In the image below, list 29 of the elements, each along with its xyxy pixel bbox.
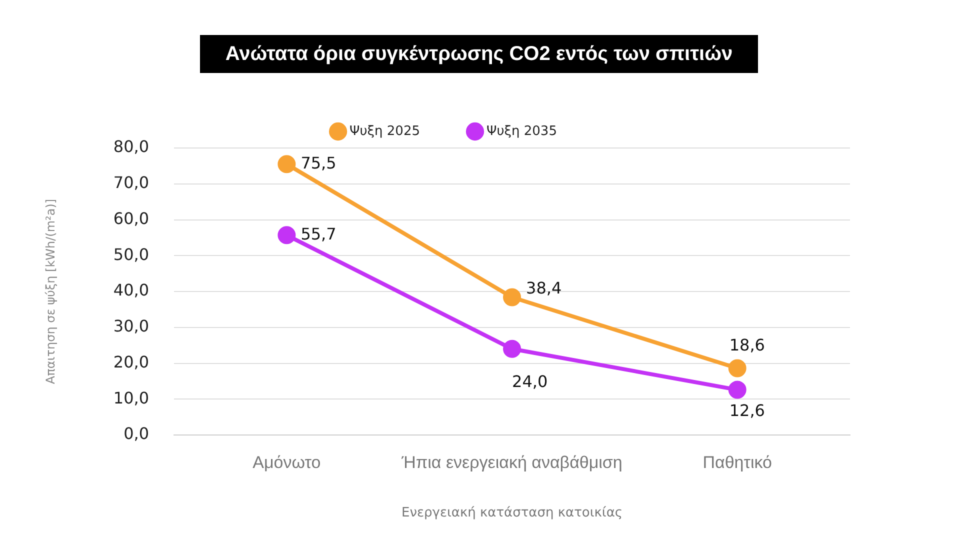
- data-label: 38,4: [526, 278, 562, 298]
- point: [728, 359, 746, 378]
- chart-title: Ανώτατα όρια συγκέντρωσης CO2 εντός των σπιτιών: [200, 35, 758, 73]
- y-tick-label: 40,0: [113, 280, 150, 300]
- point: [503, 340, 522, 358]
- point: [728, 380, 746, 399]
- legend-label: Ψυξη 2025: [350, 124, 420, 139]
- x-tick-label: Αμόνωτο: [252, 452, 321, 472]
- legend-label: Ψυξη 2035: [486, 124, 557, 139]
- x-tick-label: Ήπια ενεργειακή αναβάθμιση: [400, 452, 622, 472]
- y-axis-title: Απαιτηση σε ψύξη [kWh/(m²a)]: [43, 198, 58, 384]
- y-tick-label: 0,0: [124, 424, 150, 444]
- data-label: 18,6: [729, 335, 765, 354]
- y-tick-label: 60,0: [113, 208, 150, 228]
- point: [278, 226, 296, 244]
- data-label: 55,7: [300, 224, 336, 244]
- y-tick-label: 30,0: [113, 316, 150, 336]
- y-tick-label: 50,0: [113, 244, 150, 264]
- point: [503, 288, 522, 306]
- point: [278, 155, 296, 174]
- x-axis-title: Ενεργειακή κατάσταση κατοικίας: [401, 506, 623, 521]
- x-tick-label: Παθητικό: [702, 452, 772, 472]
- data-label: 24,0: [512, 372, 548, 392]
- y-tick-label: 20,0: [113, 352, 150, 372]
- data-label: 12,6: [729, 400, 765, 420]
- y-tick-label: 70,0: [113, 173, 150, 192]
- data-label: 75,5: [300, 153, 336, 172]
- y-tick-label: 80,0: [113, 137, 150, 156]
- y-tick-label: 10,0: [113, 388, 150, 408]
